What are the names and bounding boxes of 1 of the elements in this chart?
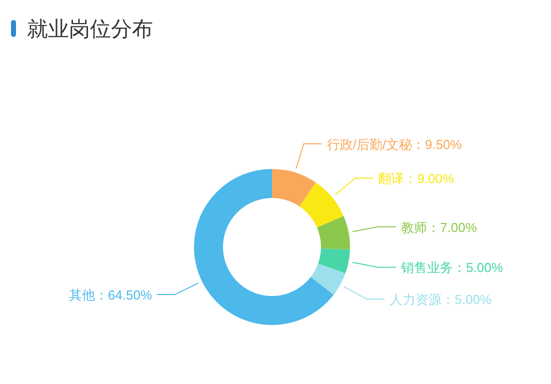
title: 就业岗位分布 [11, 18, 153, 41]
